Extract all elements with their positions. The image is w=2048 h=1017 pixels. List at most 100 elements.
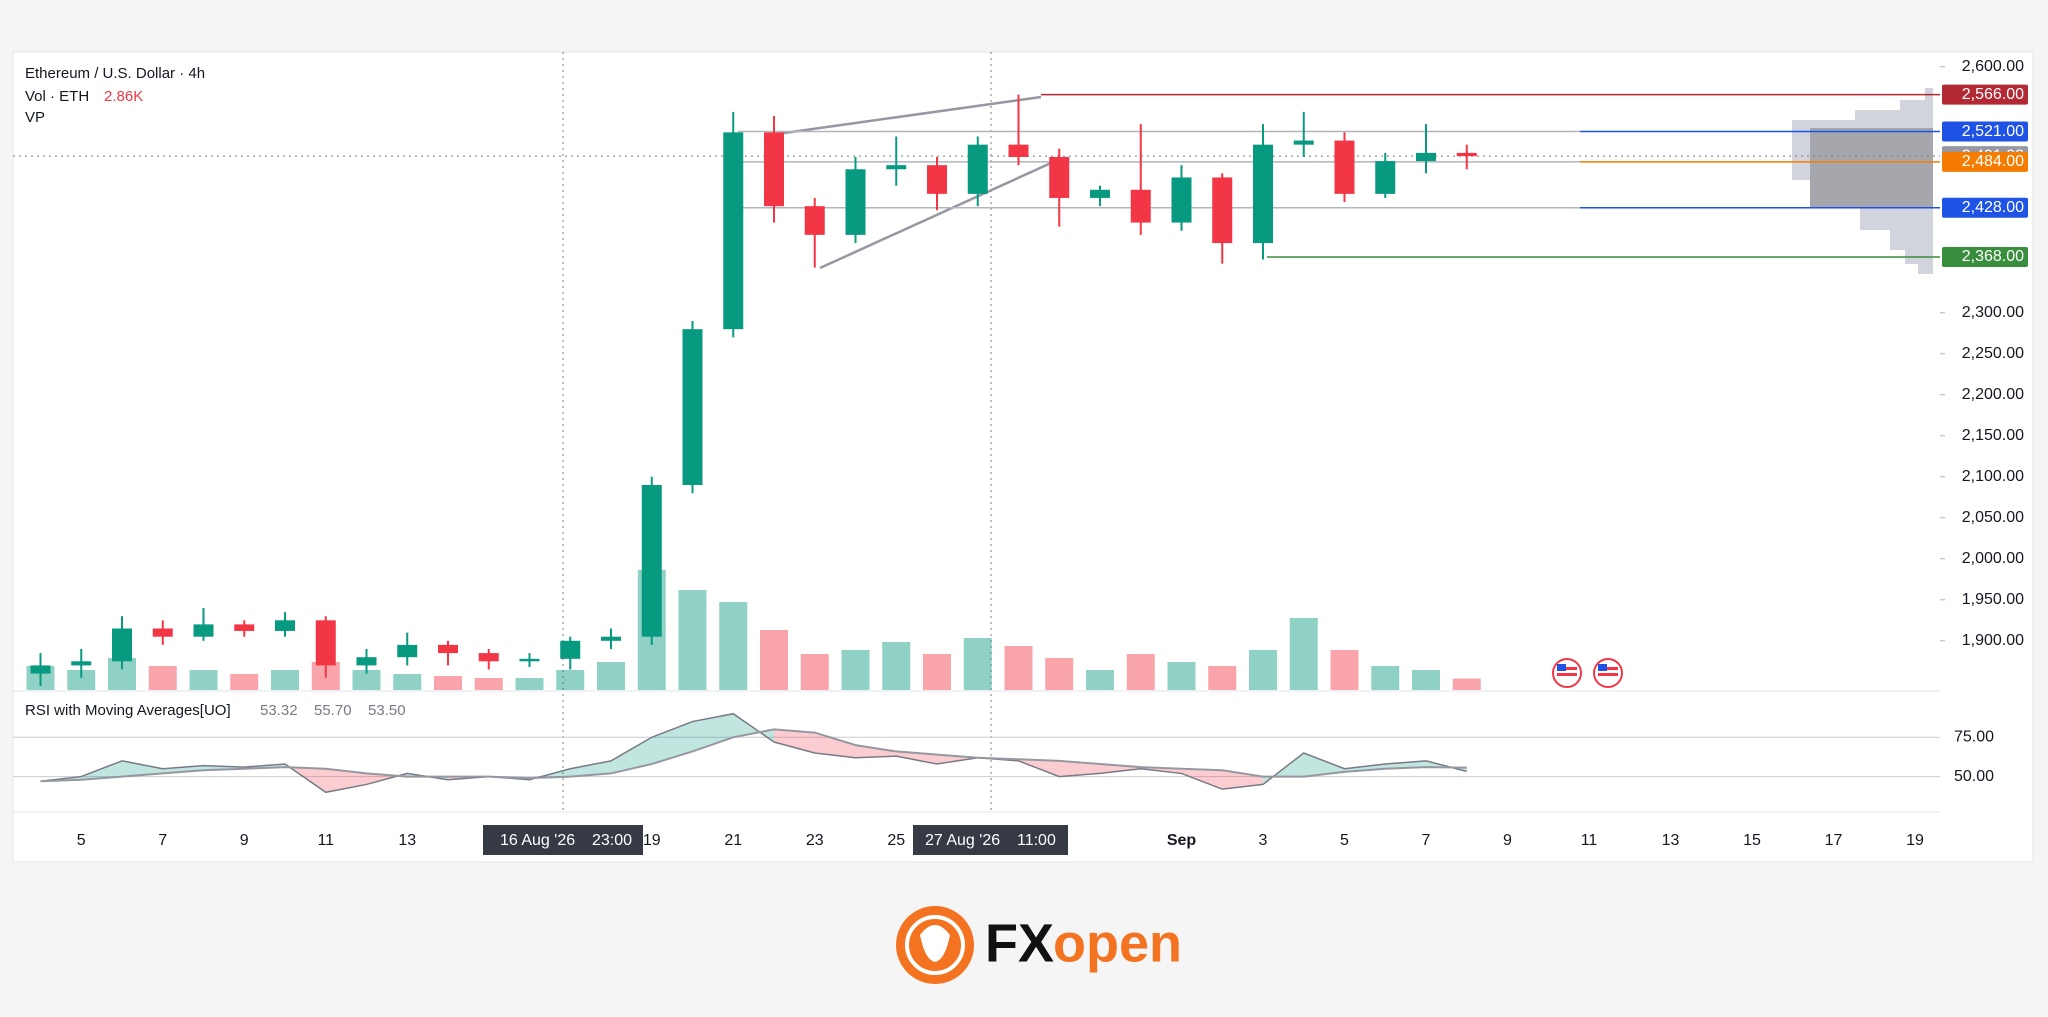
- x-tick-label: 23: [806, 832, 824, 849]
- volume-bar: [1452, 678, 1481, 690]
- rsi-fill: [774, 729, 815, 753]
- volume-bar: [1330, 650, 1359, 690]
- volume-bar: [515, 678, 544, 690]
- price-tag-label: 2,521.00: [1962, 123, 2024, 140]
- candle-body: [519, 658, 540, 662]
- volume-bar: [1086, 670, 1114, 690]
- price-tag-label: 2,566.00: [1962, 86, 2024, 103]
- crosshair-time: 11:00: [1017, 832, 1056, 849]
- volume-bar: [923, 654, 951, 690]
- x-tick-label: 19: [643, 832, 661, 849]
- candle-body: [1171, 177, 1192, 223]
- x-tick-label: 25: [887, 832, 905, 849]
- price-tag: [1942, 151, 2028, 172]
- volume-bar: [1167, 662, 1196, 690]
- candle-body: [1253, 144, 1273, 244]
- candle-body: [478, 653, 499, 662]
- candle-body: [682, 329, 703, 485]
- y-tick-label: 2,050.00: [1962, 509, 2024, 526]
- rsi-readout: 53.50: [368, 702, 406, 719]
- rsi-line: [40, 712, 1467, 794]
- x-tick-label: 3: [1259, 832, 1268, 849]
- price-tag-label: 2,484.00: [1962, 153, 2024, 170]
- rsi-fill: [570, 760, 611, 777]
- y-tick-label: 2,200.00: [1962, 386, 2024, 403]
- candle-body: [723, 132, 744, 330]
- price-tag: [1942, 197, 2028, 218]
- candle-body: [845, 169, 866, 235]
- volume-bar: [760, 630, 788, 690]
- volume-bar: [882, 642, 911, 690]
- volume-bar: [678, 590, 707, 690]
- x-tick-label: 11: [1581, 832, 1598, 849]
- rsi-fill: [814, 732, 856, 758]
- candle-body: [1456, 152, 1477, 157]
- y-tick-label: 2,100.00: [1962, 468, 2024, 485]
- rsi-fill: [855, 745, 897, 758]
- rsi-fill: [1181, 768, 1223, 790]
- price-tag: [1942, 84, 2028, 105]
- rsi-fill: [651, 721, 693, 764]
- volume-bar: [963, 638, 992, 690]
- volume-profile: [1792, 88, 1933, 274]
- x-tick-label: 9: [240, 832, 249, 849]
- x-tick-label: 7: [158, 832, 167, 849]
- y-tick-label: 2,300.00: [1962, 304, 2024, 321]
- candle-body: [1375, 161, 1396, 194]
- crosshair-time: 23:00: [592, 832, 632, 849]
- candle-body: [804, 206, 825, 235]
- volume-bar: [1045, 658, 1074, 690]
- x-tick-label: 21: [724, 832, 742, 849]
- volume-bar: [474, 678, 503, 690]
- x-tick-label: 7: [1422, 832, 1431, 849]
- x-tick-label: 13: [398, 832, 416, 849]
- volume-bar: [434, 676, 462, 690]
- volume-bar: [1412, 670, 1440, 690]
- volume-bar: [230, 674, 259, 690]
- x-tick-label: 15: [1743, 832, 1761, 849]
- y-tick-label: 2,600.00: [1962, 58, 2024, 75]
- volume-bar: [800, 654, 829, 690]
- volume-bar: [597, 662, 625, 690]
- candle-body: [234, 624, 255, 631]
- volume-bar: [189, 670, 218, 690]
- event-flag: [1552, 658, 1582, 688]
- candle-body: [1212, 177, 1233, 244]
- volume-bar: [352, 670, 381, 690]
- rsi-readout: 55.70: [314, 702, 352, 719]
- crosshair-box: [913, 825, 1068, 855]
- candle-body: [112, 628, 132, 662]
- trendline: [819, 161, 1052, 270]
- volume-bar: [1004, 646, 1033, 690]
- candle-body: [275, 620, 295, 631]
- y-tick-label: 2,250.00: [1962, 345, 2024, 362]
- brand-logo: [896, 906, 974, 984]
- volume-value: 2.86K: [104, 88, 143, 105]
- brand-fx: FX: [985, 913, 1054, 973]
- x-tick-label: 13: [1662, 832, 1680, 849]
- price-tag: [1942, 121, 2028, 142]
- x-tick-label: 5: [1340, 832, 1349, 849]
- y-tick-label: 1,950.00: [1962, 591, 2024, 608]
- vp-label: VP: [25, 109, 45, 126]
- y-tick-label: 2,000.00: [1962, 550, 2024, 567]
- volume-bar: [1289, 618, 1318, 690]
- candle-body: [1049, 156, 1070, 198]
- crosshair-box: [483, 825, 643, 855]
- candle-body: [1293, 140, 1314, 145]
- y-tick-label: 2,150.00: [1962, 427, 2024, 444]
- rsi-readout: 53.32: [260, 702, 298, 719]
- chart-title: Ethereum / U.S. Dollar · 4h: [25, 65, 205, 82]
- rsi-fill: [1303, 753, 1345, 777]
- candle-body: [560, 640, 581, 659]
- volume-bar: [271, 670, 299, 690]
- rsi-tick-label: 50.00: [1954, 768, 1994, 785]
- candle-body: [30, 665, 51, 674]
- candle-body: [1334, 140, 1355, 194]
- volume-bar: [67, 670, 96, 690]
- rsi-fill: [1059, 760, 1100, 777]
- volume-bar: [556, 670, 585, 690]
- volume-bar: [841, 650, 870, 690]
- y-tick-label: 1,900.00: [1962, 632, 2024, 649]
